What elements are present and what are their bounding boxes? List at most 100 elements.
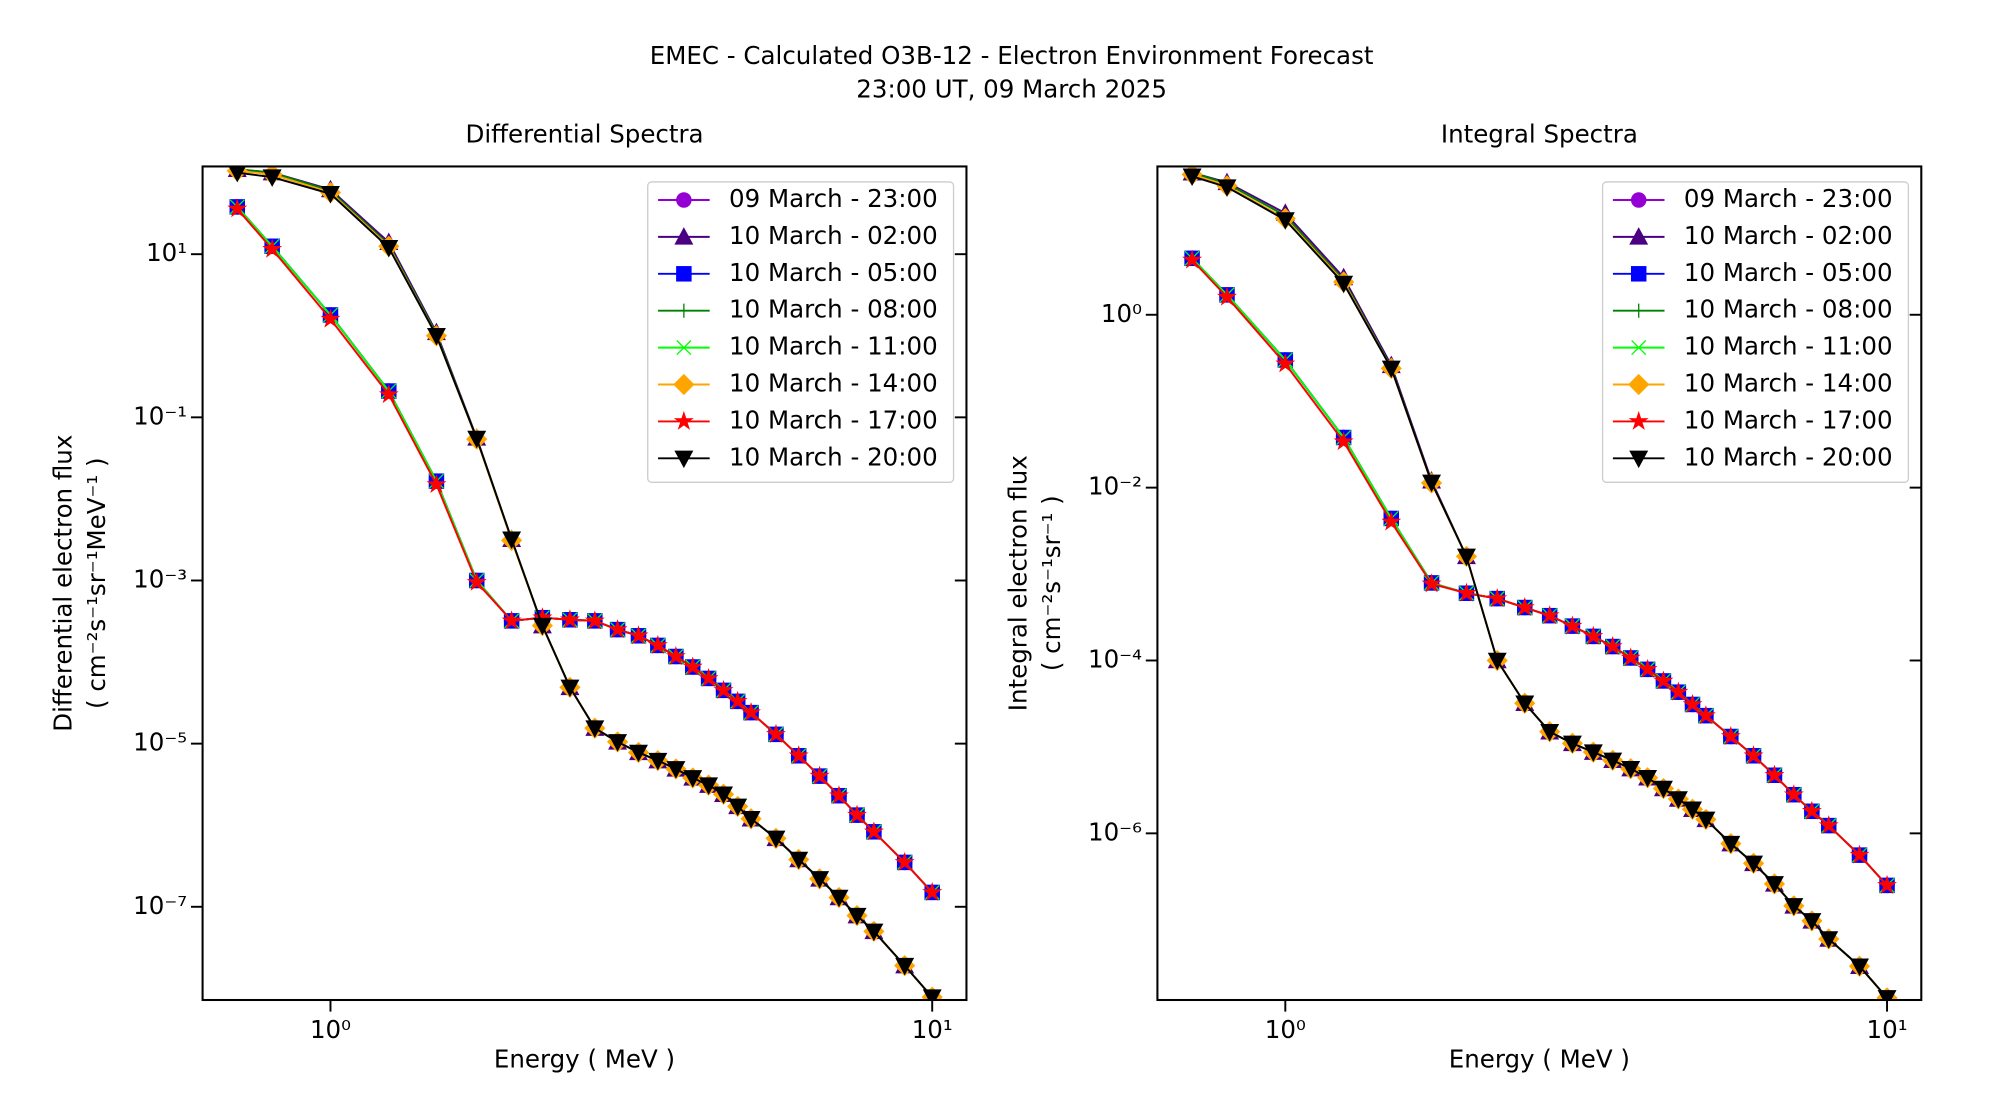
- legend-label: 09 March - 23:00: [1684, 184, 1893, 213]
- data-point: [810, 871, 830, 889]
- data-point: [698, 667, 719, 687]
- legend-label: 09 March - 23:00: [729, 184, 938, 213]
- y-tick-label: 10⁻⁷: [133, 891, 187, 920]
- data-point: [922, 881, 943, 901]
- plot-panel: Differential Spectra Energy ( MeV ) Differ…: [49, 119, 968, 1074]
- figure-subtitle: 23:00 UT, 09 March 2025: [856, 74, 1167, 103]
- data-point: [1456, 582, 1477, 602]
- x-axis-label: Energy ( MeV ): [494, 1045, 675, 1074]
- plot-title: Integral Spectra: [1441, 119, 1638, 148]
- series-layer: [1181, 166, 1898, 1000]
- data-point: [741, 702, 762, 722]
- data-point: [1683, 801, 1702, 820]
- data-point: [788, 745, 809, 765]
- data-point: [466, 571, 487, 591]
- data-point: [1381, 511, 1402, 531]
- legend-label: 10 March - 14:00: [1684, 369, 1893, 398]
- data-point: [666, 761, 686, 779]
- data-point: [809, 765, 830, 785]
- data-point: [1583, 744, 1603, 762]
- data-point: [607, 619, 628, 639]
- legend-marker: [674, 227, 694, 245]
- data-point: [1849, 844, 1870, 864]
- data-point: [1514, 597, 1535, 617]
- x-axis-label: Energy ( MeV ): [1449, 1045, 1630, 1074]
- legend: 09 March - 23:00 10 March - 02:00 10 March…: [1601, 181, 1910, 483]
- data-point: [1877, 874, 1898, 894]
- data-point: [1217, 286, 1237, 306]
- data-point: [426, 474, 447, 494]
- legend-label: 10 March - 05:00: [1684, 258, 1893, 287]
- legend-label: 10 March - 11:00: [1684, 332, 1893, 361]
- legend-marker: [676, 266, 692, 282]
- data-point: [1217, 179, 1237, 197]
- legend-label: 10 March - 20:00: [1684, 442, 1893, 471]
- data-point: [847, 804, 868, 824]
- y-axis-label: ( cm⁻²s⁻¹sr⁻¹ ): [1037, 495, 1066, 671]
- data-point: [727, 690, 748, 710]
- legend-marker: [1631, 303, 1646, 318]
- data-point: [1275, 353, 1296, 373]
- y-tick-label: 10⁻⁴: [1088, 644, 1142, 673]
- x-tick-label: 10¹: [912, 1015, 953, 1044]
- data-point: [532, 617, 552, 636]
- data-point: [1539, 605, 1560, 625]
- legend-label: 10 March - 17:00: [729, 405, 938, 434]
- data-point: [665, 646, 686, 665]
- legend-marker: [1630, 192, 1647, 208]
- data-point: [1182, 168, 1202, 187]
- data-point: [713, 679, 734, 699]
- data-point: [1515, 695, 1535, 714]
- legend-marker: [673, 410, 694, 430]
- data-point: [608, 734, 628, 752]
- data-point: [1562, 735, 1582, 754]
- data-point: [1583, 625, 1604, 645]
- y-tick-label: 10⁻³: [133, 564, 187, 593]
- data-point: [714, 786, 734, 804]
- y-tick-label: 10⁻²: [1088, 472, 1142, 501]
- data-point: [228, 166, 246, 183]
- data-point: [378, 384, 399, 404]
- data-point: [1638, 769, 1658, 788]
- plot-title: Differential Spectra: [465, 119, 703, 148]
- y-axis-label: ( cm⁻²s⁻¹sr⁻¹MeV⁻¹ ): [82, 457, 111, 709]
- data-point: [1764, 764, 1785, 784]
- y-tick-label: 10⁻¹: [133, 401, 187, 430]
- legend-marker: [1629, 450, 1649, 469]
- data-point: [501, 610, 522, 630]
- y-tick-label: 10⁻⁵: [133, 728, 187, 757]
- y-axis-label: Differential electron flux: [49, 435, 78, 732]
- data-point: [1456, 548, 1476, 567]
- data-point: [1487, 588, 1508, 608]
- data-point: [1603, 752, 1623, 771]
- data-point: [585, 720, 605, 738]
- data-point: [864, 923, 884, 942]
- legend-marker: [674, 450, 694, 469]
- data-point: [321, 186, 340, 204]
- data-point: [847, 907, 867, 926]
- legend-marker: [1628, 410, 1649, 430]
- legend-box: [647, 181, 955, 483]
- data-point: [320, 308, 341, 328]
- data-point: [1182, 249, 1203, 269]
- legend-marker: [1628, 373, 1650, 396]
- legend-box: [1601, 181, 1910, 483]
- data-point: [227, 198, 248, 218]
- data-point: [789, 851, 809, 870]
- data-point: [766, 830, 786, 849]
- data-point: [1818, 815, 1839, 835]
- data-point: [766, 723, 786, 743]
- legend-marker: [676, 192, 692, 208]
- data-point: [1334, 275, 1354, 294]
- data-point: [741, 811, 761, 829]
- data-point: [1743, 745, 1764, 765]
- data-point: [1381, 360, 1401, 379]
- data-point: [1784, 898, 1804, 916]
- y-tick-label: 10¹: [146, 238, 187, 267]
- data-point: [1877, 990, 1897, 1000]
- data-point: [560, 679, 580, 698]
- legend-label: 10 March - 11:00: [729, 332, 938, 361]
- plot-frame: [201, 165, 968, 1002]
- legend-label: 10 March - 02:00: [1684, 221, 1893, 250]
